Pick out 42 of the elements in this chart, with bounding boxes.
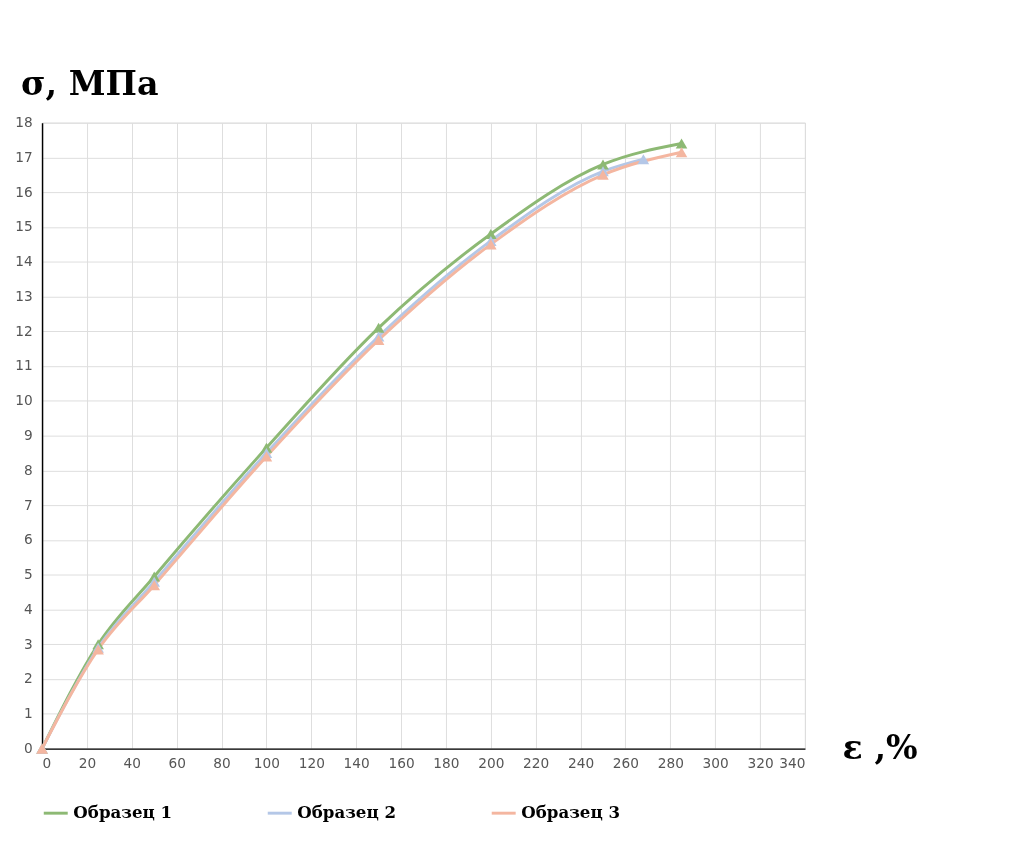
y-tick-label: 0 xyxy=(24,740,33,757)
y-tick-label: 3 xyxy=(24,635,33,652)
x-tick-label: 100 xyxy=(253,754,280,771)
x-tick-label: 260 xyxy=(612,754,639,771)
y-tick-label: 12 xyxy=(15,322,33,339)
x-tick-label: 0 xyxy=(42,754,52,771)
y-tick-label: 4 xyxy=(24,600,33,617)
x-tick-label: 200 xyxy=(478,754,505,771)
y-tick-label: 14 xyxy=(15,253,33,270)
y-axis-title: σ, МПа xyxy=(21,63,159,103)
legend-label: Образец 1 xyxy=(73,802,173,823)
x-tick-label: 20 xyxy=(78,754,97,771)
legend-label: Образец 2 xyxy=(297,802,397,823)
x-tick-label: 240 xyxy=(567,754,595,771)
y-tick-label: 10 xyxy=(15,392,33,409)
y-tick-label: 16 xyxy=(15,183,33,200)
y-tick-label: 18 xyxy=(15,114,33,131)
y-tick-label: 5 xyxy=(24,566,33,583)
y-tick-label: 1 xyxy=(24,705,33,722)
x-tick-label: 280 xyxy=(657,754,684,771)
y-tick-label: 6 xyxy=(24,531,33,548)
x-tick-label: 300 xyxy=(702,754,729,771)
x-tick-label: 40 xyxy=(123,754,142,771)
y-tick-label: 15 xyxy=(15,218,33,235)
legend-label: Образец 3 xyxy=(521,802,621,823)
y-tick-label: 2 xyxy=(24,670,33,687)
y-tick-label: 13 xyxy=(15,287,33,304)
x-tick-label: 180 xyxy=(433,754,460,771)
x-tick-label: 120 xyxy=(298,754,325,771)
x-tick-label: 340 xyxy=(779,754,806,771)
x-tick-label: 140 xyxy=(343,754,370,771)
y-tick-label: 9 xyxy=(24,427,33,444)
x-tick-label: 80 xyxy=(213,754,231,771)
y-tick-label: 11 xyxy=(15,357,33,374)
x-axis-title: ε ,% xyxy=(842,727,918,767)
x-tick-label: 220 xyxy=(523,754,550,771)
y-tick-label: 17 xyxy=(15,148,33,165)
x-tick-label: 60 xyxy=(168,754,186,771)
y-tick-label: 7 xyxy=(24,496,33,513)
x-tick-label: 160 xyxy=(388,754,415,771)
x-tick-label: 320 xyxy=(747,754,774,771)
y-tick-label: 8 xyxy=(24,461,33,478)
